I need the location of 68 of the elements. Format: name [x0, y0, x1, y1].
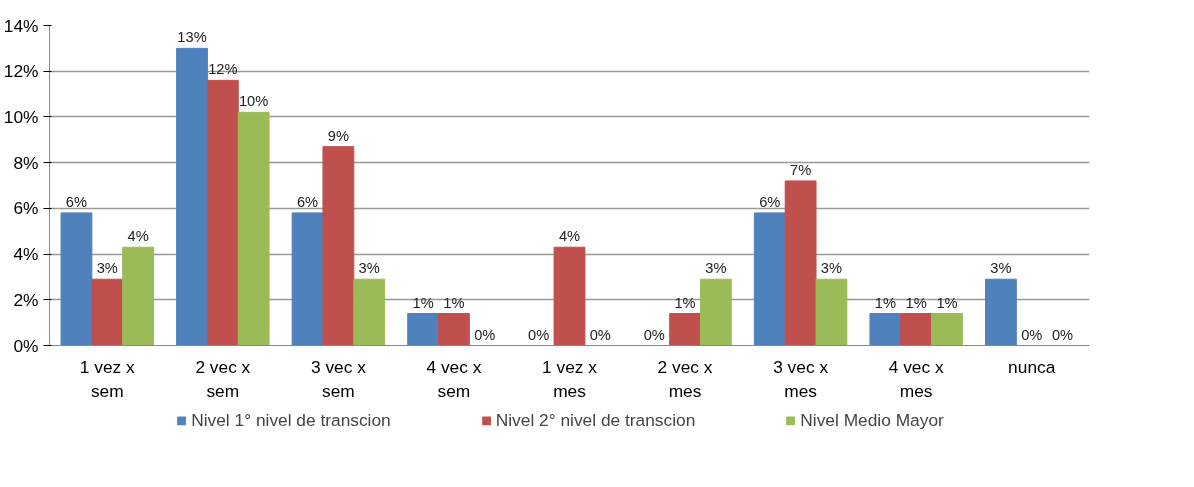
bar [237, 111, 270, 346]
y-tick-label: 8% [13, 152, 39, 173]
x-tick-label: nunca [1008, 356, 1056, 377]
y-tick-label: 14% [3, 15, 39, 36]
bar [176, 47, 208, 346]
data-label: 3% [358, 260, 380, 277]
data-label: 1% [874, 294, 896, 311]
bar [438, 313, 470, 346]
data-label: 1% [905, 294, 927, 311]
x-tick-label: 2 vec x mes [657, 356, 713, 401]
legend-label: Nivel 2° nivel de transcion [495, 409, 696, 431]
data-label: 0% [1021, 326, 1043, 343]
bar [322, 146, 355, 346]
data-label: 6% [65, 193, 88, 210]
legend-label: Nivel Medio Mayor [800, 409, 944, 431]
data-label: 1% [674, 294, 696, 311]
bar [122, 246, 154, 346]
data-label: 1% [443, 294, 465, 311]
data-label: 1% [936, 294, 958, 311]
bar [900, 313, 933, 346]
data-label: 0% [528, 326, 550, 343]
bar [753, 212, 786, 346]
data-label: 6% [759, 193, 781, 210]
bar [869, 313, 902, 346]
x-tick-label: 1 vez x sem [79, 356, 136, 401]
data-label: 3% [705, 260, 727, 277]
bar [353, 278, 386, 346]
data-label: 3% [990, 260, 1012, 277]
y-tick-label: 12% [3, 61, 39, 82]
bar [60, 212, 93, 346]
bar [553, 246, 586, 346]
data-label: 3% [820, 260, 843, 277]
bar [291, 212, 324, 346]
data-label: 12% [208, 61, 238, 78]
bar [815, 278, 848, 346]
y-tick-label: 0% [13, 335, 39, 356]
data-label: 0% [589, 326, 611, 343]
data-label: 10% [238, 93, 269, 110]
bar [91, 278, 124, 346]
data-label: 6% [296, 193, 319, 210]
bar [985, 278, 1017, 346]
data-label: 3% [96, 260, 118, 277]
data-label: 0% [643, 326, 665, 343]
y-tick-label: 6% [13, 198, 39, 219]
legend-label: Nivel 1° nivel de transcion [191, 409, 391, 431]
x-tick-label: 3 vec x sem [310, 356, 367, 401]
y-tick-label: 4% [13, 244, 39, 265]
x-tick-label: 1 vez x mes [542, 356, 598, 401]
bar [699, 278, 732, 346]
bar [784, 180, 817, 346]
data-label: 0% [474, 326, 496, 343]
data-label: 7% [790, 161, 812, 178]
y-tick-label: 10% [3, 106, 39, 127]
x-tick-label: 2 vec x sem [195, 356, 251, 401]
data-label: 13% [177, 29, 207, 46]
data-label: 9% [327, 127, 349, 144]
bar [931, 313, 963, 346]
bar [669, 313, 701, 346]
x-tick-label: 4 vec x sem [426, 356, 482, 401]
data-label: 4% [127, 228, 149, 245]
x-tick-label: 4 vec x mes [888, 356, 944, 401]
bar [206, 79, 239, 346]
data-label: 0% [1051, 326, 1074, 343]
y-tick-label: 2% [13, 289, 39, 310]
data-label: 4% [558, 228, 581, 245]
bar [407, 313, 440, 346]
data-label: 1% [412, 294, 434, 311]
x-tick-label: 3 vec x mes [773, 356, 829, 401]
